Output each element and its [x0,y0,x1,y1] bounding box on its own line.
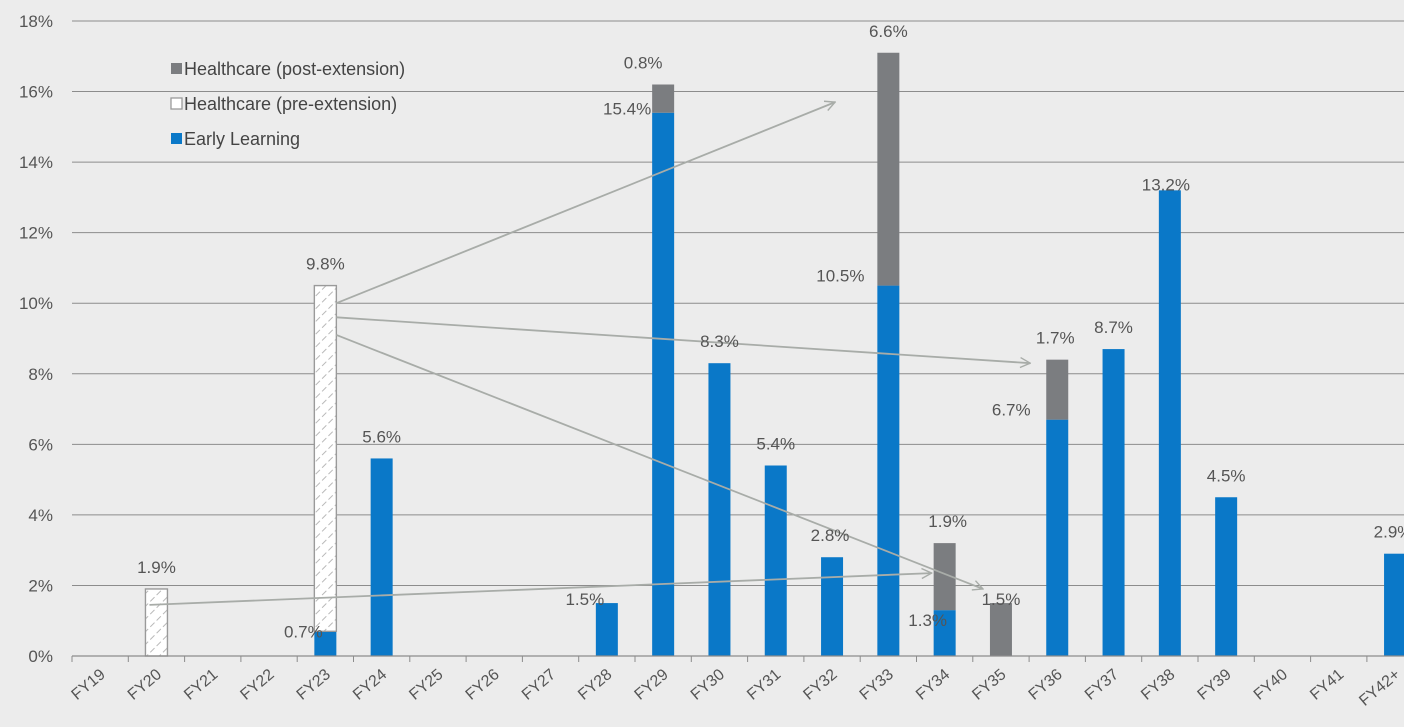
x-tick-label: FY27 [519,666,559,704]
bar-early-learning-fy23 [314,631,337,656]
data-label-fy39: 4.5% [1207,466,1246,485]
data-label-fy20: 1.9% [137,558,176,577]
x-tick-label: FY19 [68,666,108,704]
bar-early-learning-fy39 [1215,497,1238,656]
y-tick-label: 10% [19,294,53,313]
y-tick-label: 18% [19,12,53,31]
bar-early-learning-fy28 [595,603,618,656]
x-tick-label: FY32 [800,666,840,704]
x-tick-label: FY42+ [1356,666,1403,710]
legend-label-healthcare-pre-extension: Healthcare (pre-extension) [184,94,397,114]
data-label-fy36: 1.7% [1036,329,1075,348]
x-tick-label: FY31 [744,666,784,704]
data-label-fy34: 1.3% [908,611,947,630]
x-tick-label: FY40 [1251,666,1291,704]
legend-swatch-healthcare-pre-extension [170,97,183,110]
bar-early-learning-fy33 [877,285,900,656]
y-tick-label: 2% [28,576,53,595]
legend: Healthcare (post-extension) Healthcare (p… [170,59,405,149]
y-tick-label: 6% [28,435,53,454]
x-tick-label: FY35 [969,666,1009,704]
x-tick-label: FY36 [1026,666,1066,704]
bar-early-learning-fy31 [764,465,787,656]
bar-early-learning-fy36 [1046,419,1069,656]
x-axis: FY19 FY20 FY21 FY22 FY23 FY24 FY25 FY26 FY27 FY28… [68,655,1404,710]
y-tick-label: 14% [19,153,53,172]
data-label-fy30: 8.3% [700,332,739,351]
bar-early-learning-fy38 [1158,190,1181,657]
data-label-fy29: 0.8% [624,54,663,73]
data-label-fy29: 15.4% [603,100,651,119]
bar-early-learning-fy29 [652,112,675,656]
data-label-fy23: 9.8% [306,255,345,274]
data-label-fy32: 2.8% [811,526,850,545]
x-tick-label: FY23 [294,666,334,704]
bar-healthcare-pre-extension-fy20 [144,588,169,657]
arrow-fy23-to-fy35 [336,334,983,589]
data-label-fy24: 5.6% [362,427,401,446]
bar-early-learning-fy37 [1102,349,1125,656]
bar-healthcare-post-extension-fy36 [1046,359,1069,420]
data-labels: 1.9% 9.8% 0.7% 5.6% 1.5% 0.8% 15.4% 8.3% 5.4% 2.8… [137,22,1404,642]
x-tick-label: FY25 [406,666,446,704]
x-tick-label: FY38 [1138,666,1178,704]
x-tick-label: FY30 [688,666,728,704]
data-label-fy31: 5.4% [756,435,795,454]
bar-healthcare-post-extension-fy34 [933,543,956,611]
y-axis-tick-labels: 0% 2% 4% 6% 8% 10% 12% 14% 16% 18% [19,12,53,666]
bars [144,52,1404,657]
data-label-fy36: 6.7% [992,401,1031,420]
data-label-fy37: 8.7% [1094,318,1133,337]
x-tick-label: FY33 [857,666,897,704]
x-tick-label: FY21 [181,666,221,704]
arrows [149,102,1030,606]
arrow-fy23-to-fy36 [336,316,1030,363]
bar-early-learning-fy30 [708,363,731,656]
data-label-fy35: 1.5% [982,590,1021,609]
x-tick-label: FY34 [913,666,953,704]
bar-early-learning-fy32 [821,557,844,656]
data-label-fy38: 13.2% [1142,175,1190,194]
data-label-fy33: 6.6% [869,22,908,41]
x-tick-label: FY29 [631,666,671,704]
arrow-fy20-to-fy34 [149,573,931,606]
bar-early-learning-fy42 [1384,553,1404,656]
bar-healthcare-pre-extension-fy23 [313,284,338,633]
y-tick-label: 12% [19,224,53,243]
bar-early-learning-fy24 [370,458,393,656]
grid-lines [72,20,1404,586]
bar-early-learning-fy34 [933,610,956,656]
legend-swatch-early-learning [171,133,182,144]
arrow-fy23-to-fy33 [336,102,835,305]
legend-label-healthcare-post-extension: Healthcare (post-extension) [184,59,405,79]
legend-label-early-learning: Early Learning [184,129,300,149]
y-tick-label: 16% [19,83,53,102]
x-tick-label: FY39 [1194,666,1234,704]
bar-healthcare-post-extension-fy35 [989,603,1012,656]
data-label-fy42: 2.9% [1374,523,1404,542]
x-tick-label: FY28 [575,666,615,704]
x-tick-label: FY24 [350,666,390,704]
x-tick-label: FY20 [125,666,165,704]
x-tick-label: FY22 [237,666,277,704]
y-tick-label: 0% [28,647,53,666]
data-label-fy34: 1.9% [928,512,967,531]
x-tick-label: FY41 [1307,666,1347,704]
data-label-fy23: 0.7% [284,622,323,641]
x-tick-label: FY37 [1082,666,1122,704]
data-label-fy28: 1.5% [565,590,604,609]
legend-swatch-healthcare-post-extension [171,63,182,74]
data-label-fy33: 10.5% [816,267,864,286]
bar-healthcare-post-extension-fy33 [877,52,900,286]
x-tick-label: FY26 [463,666,503,704]
bar-healthcare-post-extension-fy29 [652,84,675,113]
y-tick-label: 8% [28,365,53,384]
y-tick-label: 4% [28,506,53,525]
